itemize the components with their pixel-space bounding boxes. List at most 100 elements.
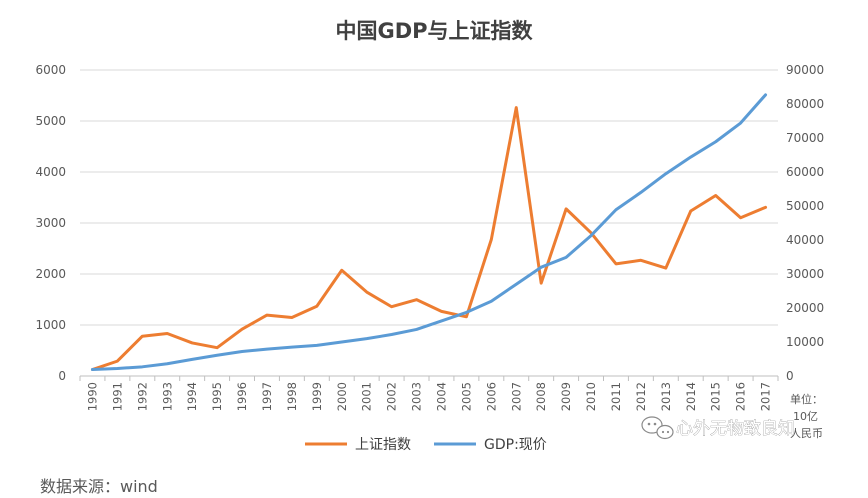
data-point-sse-index <box>290 316 293 319</box>
data-point-gdp <box>315 344 318 347</box>
x-tick-label: 2009 <box>559 382 573 411</box>
x-tick-label: 2000 <box>335 382 349 411</box>
legend-label-gdp: GDP:现价 <box>484 437 547 453</box>
x-tick-label: 2016 <box>734 382 748 411</box>
x-tick-label: 2007 <box>509 382 523 411</box>
x-tick-label: 2012 <box>634 382 648 411</box>
data-point-gdp <box>515 283 518 286</box>
data-point-sse-index <box>216 346 219 349</box>
data-point-gdp <box>714 140 717 143</box>
y-tick-right: 80000 <box>786 97 824 111</box>
x-tick-label: 1995 <box>210 382 224 411</box>
x-tick-label: 2013 <box>659 382 673 411</box>
data-point-gdp <box>590 234 593 237</box>
y-tick-left: 1000 <box>35 318 66 332</box>
x-tick-label: 2011 <box>609 382 623 411</box>
x-tick-label: 2014 <box>684 382 698 411</box>
data-point-sse-index <box>565 207 568 210</box>
data-point-sse-index <box>664 267 667 270</box>
y-tick-left: 2000 <box>35 267 66 281</box>
data-point-sse-index <box>116 360 119 363</box>
data-point-gdp <box>540 266 543 269</box>
x-tick-label: 1993 <box>160 382 174 411</box>
watermark: 心外无物致良知 <box>641 416 795 440</box>
data-point-gdp <box>141 365 144 368</box>
data-point-sse-index <box>490 238 493 241</box>
data-point-sse-index <box>540 282 543 285</box>
unit-label: 单位： 10亿 人民币 <box>790 392 823 440</box>
x-tick-label: 2002 <box>385 382 399 411</box>
data-point-gdp <box>365 337 368 340</box>
x-tick-label: 1994 <box>185 382 199 411</box>
data-point-sse-index <box>166 332 169 335</box>
x-tick-label: 2001 <box>360 382 374 411</box>
y-tick-right: 20000 <box>786 301 824 315</box>
y-tick-right: 10000 <box>786 335 824 349</box>
data-point-sse-index <box>714 194 717 197</box>
data-point-gdp <box>91 368 94 371</box>
y-tick-left: 6000 <box>35 63 66 77</box>
data-point-gdp <box>465 311 468 314</box>
y-tick-right: 50000 <box>786 199 824 213</box>
series-layer <box>90 93 768 372</box>
data-point-gdp <box>739 122 742 125</box>
data-point-sse-index <box>390 305 393 308</box>
data-point-sse-index <box>639 259 642 262</box>
x-tick-label: 1999 <box>310 382 324 411</box>
data-point-sse-index <box>365 291 368 294</box>
y-tick-right: 70000 <box>786 131 824 145</box>
unit-label-line-2: 10亿 <box>793 410 818 423</box>
data-point-gdp <box>664 172 667 175</box>
chart-title: 中国GDP与上证指数 <box>335 19 533 43</box>
y-tick-right: 30000 <box>786 267 824 281</box>
data-point-sse-index <box>265 314 268 317</box>
data-point-gdp <box>116 367 119 370</box>
grid <box>80 69 778 326</box>
source-note: 数据来源：wind <box>40 477 158 496</box>
x-tick-label: 2008 <box>534 382 548 411</box>
x-tick-label: 2003 <box>410 382 424 411</box>
data-point-sse-index <box>241 328 244 331</box>
data-point-gdp <box>565 256 568 259</box>
data-point-gdp <box>166 362 169 365</box>
data-point-sse-index <box>340 269 343 272</box>
y-tick-left: 0 <box>58 369 66 383</box>
x-tick-label: 1996 <box>235 382 249 411</box>
x-tick-label: 1992 <box>135 382 149 411</box>
data-point-gdp <box>216 354 219 357</box>
y-tick-right: 60000 <box>786 165 824 179</box>
x-tick-label: 2006 <box>484 382 498 411</box>
data-point-sse-index <box>315 305 318 308</box>
y-tick-left: 5000 <box>35 114 66 128</box>
x-tick-label: 2017 <box>759 382 773 411</box>
data-point-sse-index <box>415 298 418 301</box>
data-point-gdp <box>390 333 393 336</box>
x-tick-label: 2010 <box>584 382 598 411</box>
data-point-sse-index <box>689 210 692 213</box>
data-point-gdp <box>764 93 767 96</box>
data-point-gdp <box>490 300 493 303</box>
x-axis: 1990 1991 1992 1993 1994 1995 1996 1997 1998 1999… <box>79 375 779 411</box>
x-tick-label: 2005 <box>459 382 473 411</box>
y-tick-right: 40000 <box>786 233 824 247</box>
data-point-gdp <box>639 191 642 194</box>
x-tick-label: 1990 <box>85 382 99 411</box>
data-point-sse-index <box>465 315 468 318</box>
data-point-sse-index <box>614 262 617 265</box>
y-tick-right: 90000 <box>786 63 824 77</box>
x-tick-label: 1991 <box>110 382 124 411</box>
data-point-gdp <box>415 328 418 331</box>
y-tick-left: 3000 <box>35 216 66 230</box>
data-point-gdp <box>340 341 343 344</box>
legend-label-sse-index: 上证指数 <box>355 437 411 453</box>
unit-label-line-3: 人民币 <box>790 427 823 440</box>
unit-label-line-1: 单位： <box>790 392 823 406</box>
y-axis-right: 0 10000 20000 30000 40000 50000 60000 70000 8000… <box>786 63 824 383</box>
data-point-sse-index <box>515 106 518 109</box>
data-point-gdp <box>689 156 692 159</box>
y-tick-right: 0 <box>786 369 794 383</box>
data-point-gdp <box>265 348 268 351</box>
wechat-icon <box>641 416 674 440</box>
data-point-gdp <box>440 319 443 322</box>
